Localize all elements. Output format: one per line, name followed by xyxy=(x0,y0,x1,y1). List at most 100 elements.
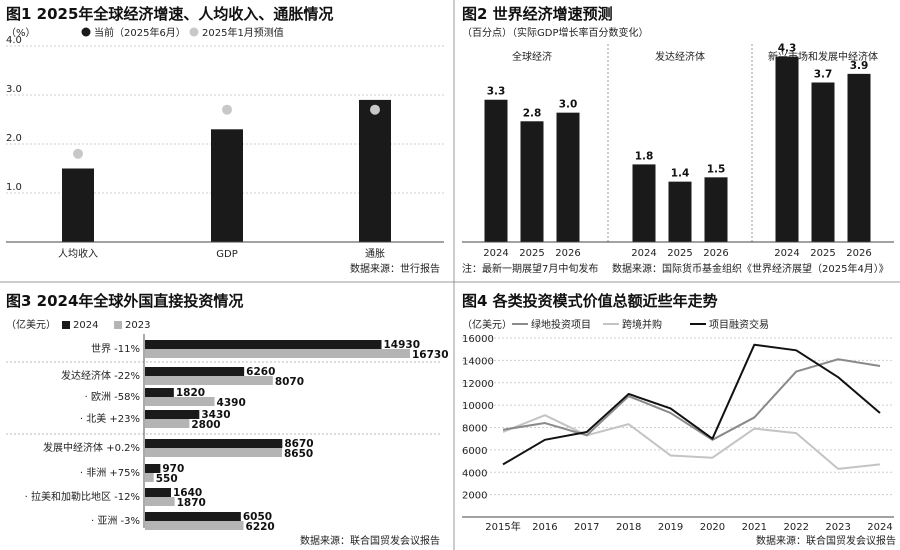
figure-2-x-tick-label: 2024 xyxy=(483,248,508,259)
figure-2-bar xyxy=(668,181,692,242)
figure-3-label-2023: 4390 xyxy=(217,397,246,409)
legend-2023-label: 2023 xyxy=(125,320,150,331)
figure-3-row-label: · 欧洲 -58% xyxy=(85,391,140,403)
figure-2-x-tick-label: 2026 xyxy=(846,248,871,259)
figure-4-y-tick-label: 4000 xyxy=(462,468,487,479)
figure-3-row-label: · 北美 +23% xyxy=(80,412,140,425)
figure-4-y-tick-label: 8000 xyxy=(462,424,487,435)
figure-4-series-line xyxy=(502,358,881,441)
figure-2-bar xyxy=(811,82,835,242)
figure-1-forecast-marker xyxy=(370,104,380,115)
figure-4-y-tick-label: 10000 xyxy=(462,401,494,412)
figure-3-bar-2023 xyxy=(145,397,215,406)
figure-3-label-2024: 1640 xyxy=(173,487,202,499)
figure-3-row-label: · 非洲 +75% xyxy=(80,467,140,479)
figure-4-x-tick-label: 2017 xyxy=(574,522,599,533)
figure-4-y-tick-label: 2000 xyxy=(462,491,487,502)
figure-3-bar-2023 xyxy=(145,349,410,358)
figure-3-bar-2024 xyxy=(145,512,241,521)
figure-4-unit: （亿美元） xyxy=(462,318,512,331)
figure-4-y-tick-label: 16000 xyxy=(462,334,494,345)
figure-4-x-tick-label: 2018 xyxy=(616,522,641,533)
figure-3-row-label: · 拉美和加勒比地区 -12% xyxy=(25,490,140,503)
figure-2-group-label: 全球经济 xyxy=(512,50,552,63)
legend-current-marker xyxy=(81,27,91,37)
figure-2-source: 数据来源：国际货币基金组织《世界经济展望（2025年4月）》 xyxy=(612,262,889,275)
figure-3-row-label: 发达经济体 -22% xyxy=(61,369,140,382)
figure-3-label-2023: 550 xyxy=(156,473,178,485)
figure-3-row-label: 世界 -11% xyxy=(91,343,140,355)
figure-3-bar-2023 xyxy=(145,376,273,385)
figure-3-label-2024: 970 xyxy=(162,463,184,475)
figure-3-bar-2024 xyxy=(145,388,174,397)
figure-2-unit: （百分点）（实际GDP增长率百分数变化） xyxy=(462,26,648,39)
figure-2-data-label: 3.9 xyxy=(850,60,869,72)
figure-2-bar xyxy=(484,99,508,242)
figure-2-bar xyxy=(520,121,544,242)
figure-4-x-tick-label: 2016 xyxy=(532,522,557,533)
figure-2-x-tick-label: 2025 xyxy=(519,248,544,259)
figure-3-label-2023: 2800 xyxy=(191,419,220,431)
figure-3-label-2024: 6050 xyxy=(243,511,272,523)
figure-2-x-tick-label: 2025 xyxy=(810,248,835,259)
figure-4-x-tick-label: 2021 xyxy=(742,522,767,533)
figure-4-title: 图4 各类投资模式价值总额近些年走势 xyxy=(462,292,718,310)
figure-1-y-tick-label: 4.0 xyxy=(6,35,22,46)
figure-4-legend-label: 跨境并购 xyxy=(622,318,662,331)
figure-1-title: 图1 2025年全球经济增速、人均收入、通胀情况 xyxy=(6,5,333,23)
figure-3-title: 图3 2024年全球外国直接投资情况 xyxy=(6,292,243,310)
figure-1-category-label: GDP xyxy=(216,249,237,260)
figure-3-row-label: · 亚洲 -3% xyxy=(91,515,140,527)
figure-2-group-label: 发达经济体 xyxy=(655,50,705,63)
figure-3-label-2023: 8070 xyxy=(275,376,304,388)
figure-3-bar-2023 xyxy=(145,497,175,506)
legend-2023-marker xyxy=(114,321,122,329)
figure-3-label-2024: 1820 xyxy=(176,387,205,399)
figure-3-horizontal-bar-chart: 图3 2024年全球外国直接投资情况 （亿美元） 2024 2023 世界 -1… xyxy=(6,292,449,547)
figure-2-data-label: 2.8 xyxy=(523,107,542,119)
figure-3-label-2024: 6260 xyxy=(246,366,275,378)
figure-2-data-label: 1.4 xyxy=(671,168,690,180)
figure-4-line-chart: 图4 各类投资模式价值总额近些年走势 （亿美元） 绿地投资项目 跨境并购 项目融资交… xyxy=(462,292,896,547)
figure-4-legend-label: 项目融资交易 xyxy=(709,318,769,331)
figure-3-label-2023: 8650 xyxy=(284,448,313,460)
figure-2-bar xyxy=(632,164,656,242)
figure-2-data-label: 1.5 xyxy=(707,163,726,175)
figure-3-bar-2024 xyxy=(145,367,245,376)
figure-4-x-tick-label: 2020 xyxy=(700,522,725,533)
figure-3-unit: （亿美元） xyxy=(6,318,56,331)
figure-4-x-tick-label: 2019 xyxy=(658,522,683,533)
figure-1-y-tick-label: 2.0 xyxy=(6,133,22,144)
figure-4-x-tick-label: 2022 xyxy=(783,522,808,533)
figure-2-grouped-bar-chart: 图2 世界经济增速预测 （百分点）（实际GDP增长率百分数变化） 全球经济 3.3… xyxy=(462,5,894,275)
figure-4-series-line xyxy=(502,414,881,470)
figure-4-legend-label: 绿地投资项目 xyxy=(531,318,591,331)
figure-2-data-label: 3.0 xyxy=(559,99,578,111)
figure-3-bar-2024 xyxy=(145,340,382,349)
figure-1-bar-current xyxy=(211,129,243,242)
figure-3-label-2023: 6220 xyxy=(246,521,275,533)
figure-4-x-tick-label: 2015年 xyxy=(485,520,520,533)
figure-3-bar-2023 xyxy=(145,521,244,530)
figure-2-note: 注：最新一期展望7月中旬发布 xyxy=(462,262,598,275)
legend-forecast-label: 2025年1月预测值 xyxy=(202,26,284,39)
figure-3-bar-2024 xyxy=(145,488,171,497)
figure-1-forecast-marker xyxy=(73,148,83,159)
figure-3-label-2024: 14930 xyxy=(383,339,420,351)
figure-4-y-tick-label: 14000 xyxy=(462,356,494,367)
figure-3-bar-2024 xyxy=(145,439,283,448)
figure-3-label-2024: 3430 xyxy=(201,409,230,421)
figure-4-y-tick-label: 12000 xyxy=(462,379,494,390)
figure-2-bar xyxy=(556,112,580,243)
figure-1-category-label: 通胀 xyxy=(365,248,385,260)
figure-3-bar-2024 xyxy=(145,410,200,419)
legend-forecast-marker xyxy=(189,27,199,37)
figure-2-bar xyxy=(775,56,799,242)
figure-4-source: 数据来源：联合国贸发会议报告 xyxy=(756,534,896,547)
figure-2-data-label: 3.7 xyxy=(814,68,833,80)
figure-3-label-2023: 1870 xyxy=(177,497,206,509)
figure-4-y-tick-label: 6000 xyxy=(462,446,487,457)
figure-3-row-label: 发展中经济体 +0.2% xyxy=(43,441,140,454)
figure-2-title: 图2 世界经济增速预测 xyxy=(462,5,613,23)
